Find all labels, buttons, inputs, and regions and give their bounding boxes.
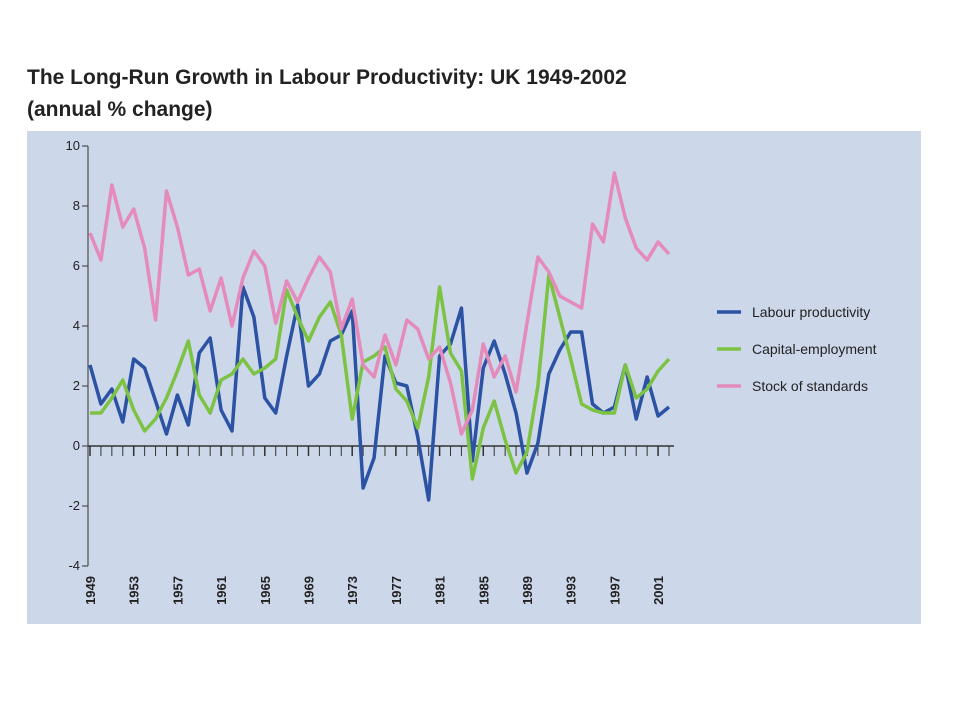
y-tick-label: 0 bbox=[73, 438, 80, 453]
y-tick-label: 10 bbox=[66, 138, 80, 153]
x-tick-label: 1953 bbox=[127, 576, 142, 605]
x-tick-label: 2001 bbox=[651, 576, 666, 605]
y-tick-label: 8 bbox=[73, 198, 80, 213]
y-tick-label: 2 bbox=[73, 378, 80, 393]
x-tick-label: 1961 bbox=[214, 576, 229, 605]
x-tick-label: 1985 bbox=[476, 576, 491, 605]
x-tick-label: 1969 bbox=[301, 576, 316, 605]
x-tick-label: 1965 bbox=[258, 576, 273, 605]
x-tick-label: 1973 bbox=[345, 576, 360, 605]
series-line bbox=[88, 171, 671, 436]
x-tick-label: 1981 bbox=[433, 576, 448, 605]
legend-label: Stock of standards bbox=[752, 378, 868, 394]
x-tick-label: 1977 bbox=[389, 576, 404, 605]
y-tick-label: 6 bbox=[73, 258, 80, 273]
y-tick-label: 4 bbox=[73, 318, 80, 333]
x-tick-label: 1949 bbox=[83, 576, 98, 605]
chart-subtitle: (annual % change) bbox=[27, 98, 213, 121]
x-tick-label: 1989 bbox=[520, 576, 535, 605]
legend-label: Capital-employment bbox=[752, 341, 877, 357]
chart-title: The Long-Run Growth in Labour Productivi… bbox=[27, 66, 627, 89]
x-tick-label: 1957 bbox=[170, 576, 185, 605]
legend-label: Labour productivity bbox=[752, 304, 870, 320]
y-tick-label: -4 bbox=[68, 558, 80, 573]
y-tick-label: -2 bbox=[68, 498, 80, 513]
x-tick-label: 1997 bbox=[607, 576, 622, 605]
x-tick-label: 1993 bbox=[564, 576, 579, 605]
series-line bbox=[88, 285, 671, 502]
